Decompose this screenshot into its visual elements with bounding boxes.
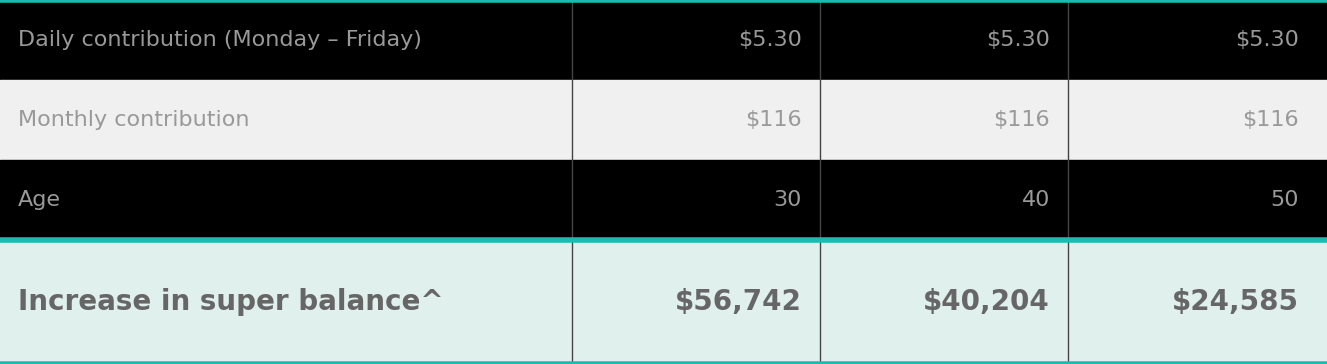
- Text: $116: $116: [746, 110, 802, 130]
- Text: $5.30: $5.30: [738, 30, 802, 50]
- Text: 50: 50: [1270, 190, 1299, 210]
- Text: Monthly contribution: Monthly contribution: [19, 110, 249, 130]
- Text: $40,204: $40,204: [924, 288, 1050, 316]
- Text: Age: Age: [19, 190, 61, 210]
- Text: $24,585: $24,585: [1172, 288, 1299, 316]
- Text: Increase in super balance^: Increase in super balance^: [19, 288, 443, 316]
- Text: Daily contribution (Monday – Friday): Daily contribution (Monday – Friday): [19, 30, 422, 50]
- Text: $5.30: $5.30: [986, 30, 1050, 50]
- Text: $116: $116: [1242, 110, 1299, 130]
- Text: 40: 40: [1022, 190, 1050, 210]
- Text: $56,742: $56,742: [675, 288, 802, 316]
- Bar: [0, 0, 1327, 80]
- Bar: [0, 240, 1327, 364]
- Text: $5.30: $5.30: [1235, 30, 1299, 50]
- Text: $116: $116: [994, 110, 1050, 130]
- Bar: [0, 80, 1327, 160]
- Bar: [0, 160, 1327, 240]
- Text: 30: 30: [774, 190, 802, 210]
